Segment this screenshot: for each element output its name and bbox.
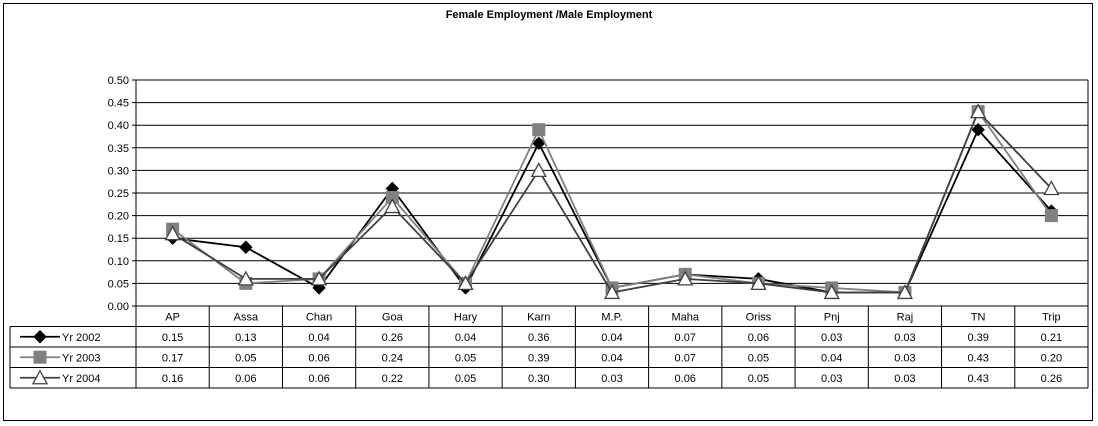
data-label: 0.05 <box>748 373 769 385</box>
data-label: 0.07 <box>675 352 696 364</box>
data-label: 0.04 <box>455 332 476 344</box>
data-point <box>1043 180 1060 196</box>
data-label: 0.16 <box>162 373 183 385</box>
chart-title: Female Employment /Male Employment <box>445 9 653 21</box>
data-point <box>970 103 987 119</box>
data-point <box>310 270 328 286</box>
data-label: 0.07 <box>675 332 696 344</box>
y-tick-label: 0.00 <box>108 301 129 313</box>
series-line <box>172 128 1053 294</box>
category-label: Hary <box>454 311 478 323</box>
y-tick-label: 0.50 <box>108 75 129 87</box>
data-point <box>384 198 401 214</box>
data-label: 0.39 <box>528 352 549 364</box>
data-point <box>237 270 254 286</box>
data-point <box>823 284 840 300</box>
category-label: Pnj <box>824 311 840 323</box>
data-point <box>457 275 474 291</box>
data-label: 0.03 <box>894 332 915 344</box>
data-point <box>532 136 546 150</box>
data-label: 0.17 <box>162 352 183 364</box>
data-label: 0.03 <box>894 373 915 385</box>
data-label: 0.26 <box>382 332 403 344</box>
category-label: Trip <box>1042 311 1061 323</box>
series-line <box>172 109 1053 294</box>
legend-key-marker <box>31 369 49 385</box>
data-label: 0.06 <box>308 373 329 385</box>
y-tick-label: 0.40 <box>108 120 129 132</box>
data-point <box>1044 209 1058 223</box>
data-label: 0.04 <box>308 332 329 344</box>
data-label: 0.04 <box>601 352 622 364</box>
data-point <box>971 123 985 137</box>
category-label: Chan <box>306 311 332 323</box>
data-label: 0.26 <box>1041 373 1062 385</box>
y-tick-label: 0.30 <box>108 165 129 177</box>
y-tick-label: 0.15 <box>108 233 129 245</box>
category-label: Goa <box>382 311 404 323</box>
data-table: AP Assa Chan Goa Hary Karn M.P. Maha Oriss Pnj Raj… <box>9 305 1089 389</box>
data-label: 0.15 <box>162 332 183 344</box>
data-label: 0.36 <box>528 332 549 344</box>
data-label: 0.43 <box>967 373 988 385</box>
data-label: 0.04 <box>601 332 622 344</box>
data-point <box>164 225 181 241</box>
data-label: 0.03 <box>821 373 842 385</box>
data-point <box>896 284 914 300</box>
y-tick-label: 0.35 <box>108 143 129 155</box>
data-label: 0.06 <box>235 373 256 385</box>
data-label: 0.05 <box>748 352 769 364</box>
category-label: Assa <box>234 311 259 323</box>
series-line <box>172 110 1053 294</box>
category-label: M.P. <box>601 311 622 323</box>
data-point <box>530 162 547 178</box>
data-label: 0.22 <box>382 373 403 385</box>
y-tick-label: 0.20 <box>108 211 129 223</box>
data-label: 0.05 <box>455 373 476 385</box>
y-tick-label: 0.10 <box>108 256 129 268</box>
data-label: 0.06 <box>675 373 696 385</box>
data-label: 0.20 <box>1041 352 1062 364</box>
data-point <box>677 270 694 286</box>
data-point <box>532 123 546 137</box>
category-label: AP <box>165 311 180 323</box>
y-tick-label: 0.45 <box>108 98 129 110</box>
legend-label: Yr 2004 <box>62 373 101 385</box>
data-label: 0.24 <box>382 352 403 364</box>
category-label: Oriss <box>746 311 772 323</box>
gridlines <box>136 79 1088 284</box>
data-label: 0.03 <box>821 332 842 344</box>
data-point <box>239 240 253 254</box>
legend-key-marker <box>33 350 47 364</box>
chart-frame <box>3 3 1093 421</box>
data-label: 0.39 <box>967 332 988 344</box>
legend-key-marker <box>33 330 47 344</box>
data-label: 0.03 <box>601 373 622 385</box>
data-label: 0.06 <box>308 352 329 364</box>
series-lines <box>164 103 1060 300</box>
data-label: 0.43 <box>967 352 988 364</box>
data-label: 0.06 <box>748 332 769 344</box>
data-label: 0.05 <box>235 352 256 364</box>
data-point <box>750 275 767 291</box>
y-tick-label: 0.05 <box>108 278 129 290</box>
category-label: TN <box>971 311 986 323</box>
data-point <box>603 284 621 300</box>
y-tick-label: 0.25 <box>108 188 129 200</box>
data-label: 0.30 <box>528 373 549 385</box>
legend-label: Yr 2003 <box>62 352 101 364</box>
data-label: 0.13 <box>235 332 256 344</box>
data-label: 0.04 <box>821 352 842 364</box>
category-label: Raj <box>897 311 914 323</box>
axes: 0.00 0.05 0.10 0.15 0.20 0.25 0.30 0.35 0.40 0.45… <box>108 75 1089 313</box>
data-label: 0.21 <box>1041 332 1062 344</box>
category-label: Karn <box>527 311 550 323</box>
legend-label: Yr 2002 <box>62 332 101 344</box>
category-label: Maha <box>671 311 699 323</box>
data-label: 0.05 <box>455 352 476 364</box>
data-label: 0.03 <box>894 352 915 364</box>
